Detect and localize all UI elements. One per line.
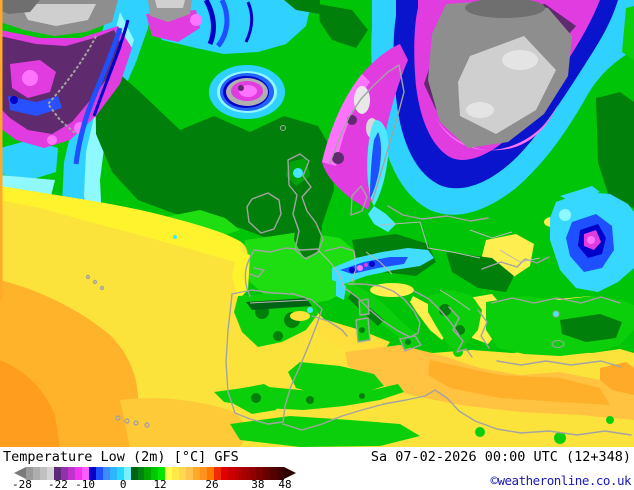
colorbar-segment bbox=[186, 467, 194, 480]
colorbar-segment bbox=[158, 467, 166, 480]
colorbar-ticks: -28 -22 -10 0 12 26 38 48 bbox=[11, 478, 296, 490]
colorbar-tick-label: -28 bbox=[11, 478, 32, 490]
colorbar-segment bbox=[235, 467, 243, 480]
map-title: Temperature Low (2m) [°C] GFS bbox=[3, 449, 239, 465]
colorbar-segment bbox=[165, 467, 173, 480]
colorbar-segment bbox=[81, 467, 89, 480]
colorbar-segment bbox=[53, 467, 61, 480]
colorbar-segment bbox=[255, 467, 263, 480]
colorbar-segment bbox=[221, 467, 229, 480]
map-units: [°C] bbox=[173, 449, 207, 465]
colorbar-segment bbox=[67, 467, 75, 480]
greenland bbox=[0, 0, 132, 165]
colorbar-segment bbox=[46, 467, 54, 480]
balkans-anatolia-greens bbox=[428, 290, 634, 357]
colorbar-segment bbox=[137, 467, 145, 480]
colorbar-segment bbox=[193, 467, 201, 480]
map-title-text: Temperature Low (2m) bbox=[3, 449, 166, 465]
colorbar-segment bbox=[116, 467, 124, 480]
colorbar-segment bbox=[242, 467, 249, 480]
colorbar-segment bbox=[144, 467, 152, 480]
map-svg bbox=[0, 0, 634, 447]
attribution: ©weatheronline.co.uk bbox=[490, 473, 631, 488]
colorbar-segment bbox=[228, 467, 236, 480]
colorbar-segment bbox=[95, 467, 103, 480]
colorbar-segment bbox=[26, 467, 33, 480]
norway-cold-band bbox=[322, 44, 408, 232]
svalbard bbox=[146, 0, 216, 45]
small-cold-specks bbox=[173, 168, 560, 318]
colorbar-tick-label: 12 bbox=[153, 478, 167, 490]
colorbar-segment bbox=[262, 467, 270, 480]
colorbar-segment bbox=[172, 467, 180, 480]
colorbar-tick-label: 0 bbox=[119, 478, 127, 490]
model-name: GFS bbox=[214, 449, 239, 465]
colorbar-tick-label: -10 bbox=[75, 478, 95, 490]
iceland bbox=[209, 65, 286, 131]
colorbar-segment bbox=[200, 467, 208, 480]
right-edge-greens bbox=[596, 6, 634, 208]
colorbar-segment bbox=[74, 467, 82, 480]
colorbar-segment bbox=[130, 467, 138, 480]
country-borders bbox=[249, 221, 541, 311]
colorbar-segment bbox=[60, 467, 68, 480]
colorbar-segment bbox=[179, 467, 187, 480]
colorbar-segment bbox=[109, 467, 117, 480]
colorbar-segment bbox=[249, 467, 256, 480]
map-edge-strip bbox=[0, 0, 3, 300]
colorbar-segment bbox=[276, 467, 284, 480]
colorbar-tick-label: -22 bbox=[48, 478, 68, 490]
north-atlantic-cold-green bbox=[95, 4, 368, 248]
colorbar-right-arrow bbox=[284, 467, 296, 479]
colorbar-segments bbox=[26, 467, 284, 480]
caucasus-cold-blob bbox=[550, 186, 634, 292]
colorbar-segment bbox=[207, 467, 215, 480]
colorbar-left-arrow bbox=[14, 467, 26, 479]
scandinavia-cold-system bbox=[371, 0, 634, 215]
colorbar-segment bbox=[88, 467, 96, 480]
colorbar-segment bbox=[214, 467, 222, 480]
colorbar-segment bbox=[32, 467, 40, 480]
colorbar bbox=[14, 467, 296, 480]
colorbar-segment bbox=[123, 467, 131, 480]
colorbar-tick-label: 26 bbox=[205, 478, 219, 490]
iberia-greens bbox=[232, 293, 318, 414]
colorbar-segment bbox=[151, 467, 159, 480]
map-datetime: Sa 07-02-2026 00:00 UTC (12+348) bbox=[370, 449, 631, 465]
alps-cold-streak bbox=[332, 248, 434, 300]
colorbar-tick-label: 38 bbox=[251, 478, 265, 490]
colorbar-segment bbox=[269, 467, 277, 480]
coastlines bbox=[85, 64, 632, 436]
temperature-map bbox=[0, 0, 634, 447]
colorbar-segment bbox=[39, 467, 47, 480]
italy-greens bbox=[340, 284, 420, 350]
colorbar-segment bbox=[102, 467, 110, 480]
colorbar-tick-label: 48 bbox=[278, 478, 292, 490]
legend-band: Temperature Low (2m) [°C] GFS Sa 07-02-2… bbox=[0, 447, 634, 490]
